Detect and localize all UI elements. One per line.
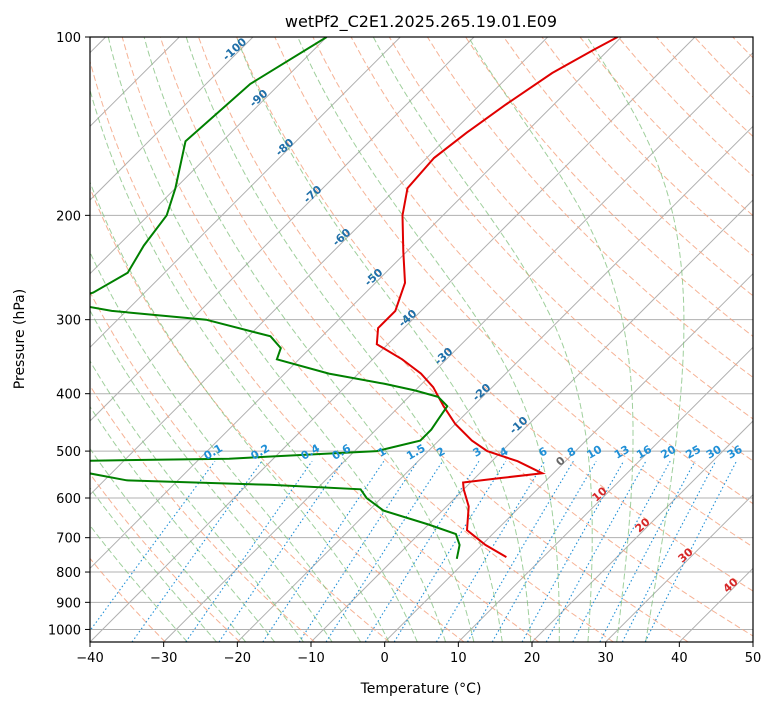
mixing-ratio-line (393, 460, 507, 642)
x-tick-label: 40 (671, 651, 688, 666)
moist-adiabat-line (372, 37, 593, 642)
moist-adiabat-line (90, 447, 247, 642)
dry-adiabat-line (90, 557, 166, 642)
x-tick-label: 50 (745, 651, 762, 666)
profile-series (90, 37, 619, 559)
isotherm-line (90, 37, 475, 422)
x-tick-label: −40 (76, 651, 103, 666)
mixing-ratio-lines (90, 460, 737, 642)
x-tick-label: −30 (150, 651, 177, 666)
isotherm-line (90, 37, 622, 570)
x-tick-label: −20 (224, 651, 251, 666)
isotherm-line (163, 51, 753, 642)
y-tick-label: 100 (56, 31, 81, 46)
x-tick-label: 30 (597, 651, 614, 666)
y-tick-label: 1000 (48, 623, 81, 638)
moist-adiabat-line (90, 487, 217, 642)
y-axis-title: Pressure (hPa) (12, 289, 28, 389)
mixing-ratio-line (621, 460, 717, 642)
x-axis: −40 −30 −20 −10 0 10 20 30 40 50 (76, 642, 761, 666)
mixing-ratio-line (572, 460, 671, 642)
y-tick-label: 700 (56, 532, 81, 547)
mixing-ratio-line (262, 460, 385, 642)
isotherm-line (90, 37, 328, 275)
mixing-ratio-line (599, 460, 696, 642)
mixing-ratio-line (545, 460, 647, 642)
dry-adiabat-line (388, 37, 753, 420)
moist-adiabat-line (143, 37, 475, 642)
isotherm-line (457, 346, 753, 642)
mixing-ratio-line (90, 460, 216, 632)
y-tick-label: 500 (56, 445, 81, 460)
moist-adiabat-line (90, 524, 188, 642)
y-tick-label: 300 (56, 314, 81, 329)
dry-adiabat-line (90, 384, 316, 642)
dry-adiabat-line (159, 37, 689, 642)
dry-adiabat-line (90, 186, 465, 642)
y-tick-label: 800 (56, 566, 81, 581)
isotherm-line (384, 272, 753, 642)
x-tick-label: 20 (524, 651, 541, 666)
moist-adiabat-line (586, 37, 685, 642)
moist-adiabat-line (236, 37, 532, 642)
x-axis-title: Temperature (°C) (360, 681, 482, 697)
moist-adiabat-line (90, 405, 276, 642)
x-tick-label: 0 (381, 651, 389, 666)
dry-adiabat-line (350, 37, 753, 462)
moist-adiabat-line (90, 180, 390, 642)
dry-adiabat-line (771, 37, 775, 642)
isotherm-line (605, 493, 753, 642)
y-tick-label: 900 (56, 596, 81, 611)
dry-adiabat-line (90, 472, 241, 642)
dry-adiabat-line (90, 291, 390, 642)
y-tick-label: 400 (56, 388, 81, 403)
plot-border (89, 36, 754, 643)
x-tick-label: 10 (450, 651, 467, 666)
mixing-ratio-line (298, 460, 419, 642)
y-axis: 1000 900 800 700 600 500 400 300 200 100 (48, 31, 90, 638)
moist-adiabat-line (90, 360, 304, 642)
moist-adiabat-line (185, 37, 503, 642)
skewed-isotherms (90, 37, 753, 642)
mixing-ratio-line (364, 460, 480, 642)
temperature-profile-line (375, 37, 619, 558)
isotherm-line (752, 641, 753, 642)
moist-adiabat-line (90, 251, 362, 642)
moist-adiabat-line (297, 37, 560, 642)
y-tick-label: 200 (56, 209, 81, 224)
dewpoint-profile-line (90, 37, 461, 559)
isotherm-line (531, 420, 753, 642)
x-tick-label: −10 (297, 651, 324, 666)
dry-adiabats (90, 37, 775, 642)
dry-adiabat-line (312, 37, 753, 505)
chart-title: wetPf2_C2E1.2025.265.19.01.E09 (285, 12, 557, 32)
dry-adiabat-line (274, 37, 753, 548)
dry-adiabat-line (236, 37, 753, 592)
dry-adiabat-line (465, 37, 753, 338)
dry-adiabat-line (90, 59, 540, 642)
mixing-ratio-line (131, 460, 263, 642)
mixing-ratio-line (325, 460, 444, 642)
isotherm-line (236, 125, 753, 642)
isotherm-line (90, 37, 254, 201)
isotherm-line (310, 199, 753, 642)
dry-adiabat-line (198, 37, 753, 637)
plot-area (90, 37, 753, 642)
plot-background (90, 37, 753, 642)
mixing-ratio-line (644, 460, 737, 642)
moist-adiabat-line (107, 37, 447, 642)
dry-adiabat-line (503, 37, 753, 297)
y-tick-label: 600 (56, 492, 81, 507)
isotherm-line (90, 37, 401, 349)
mixing-ratio-line (521, 460, 625, 642)
plot-frame (89, 36, 754, 643)
dry-adiabat-line (121, 37, 614, 642)
isotherm-line (90, 37, 549, 496)
